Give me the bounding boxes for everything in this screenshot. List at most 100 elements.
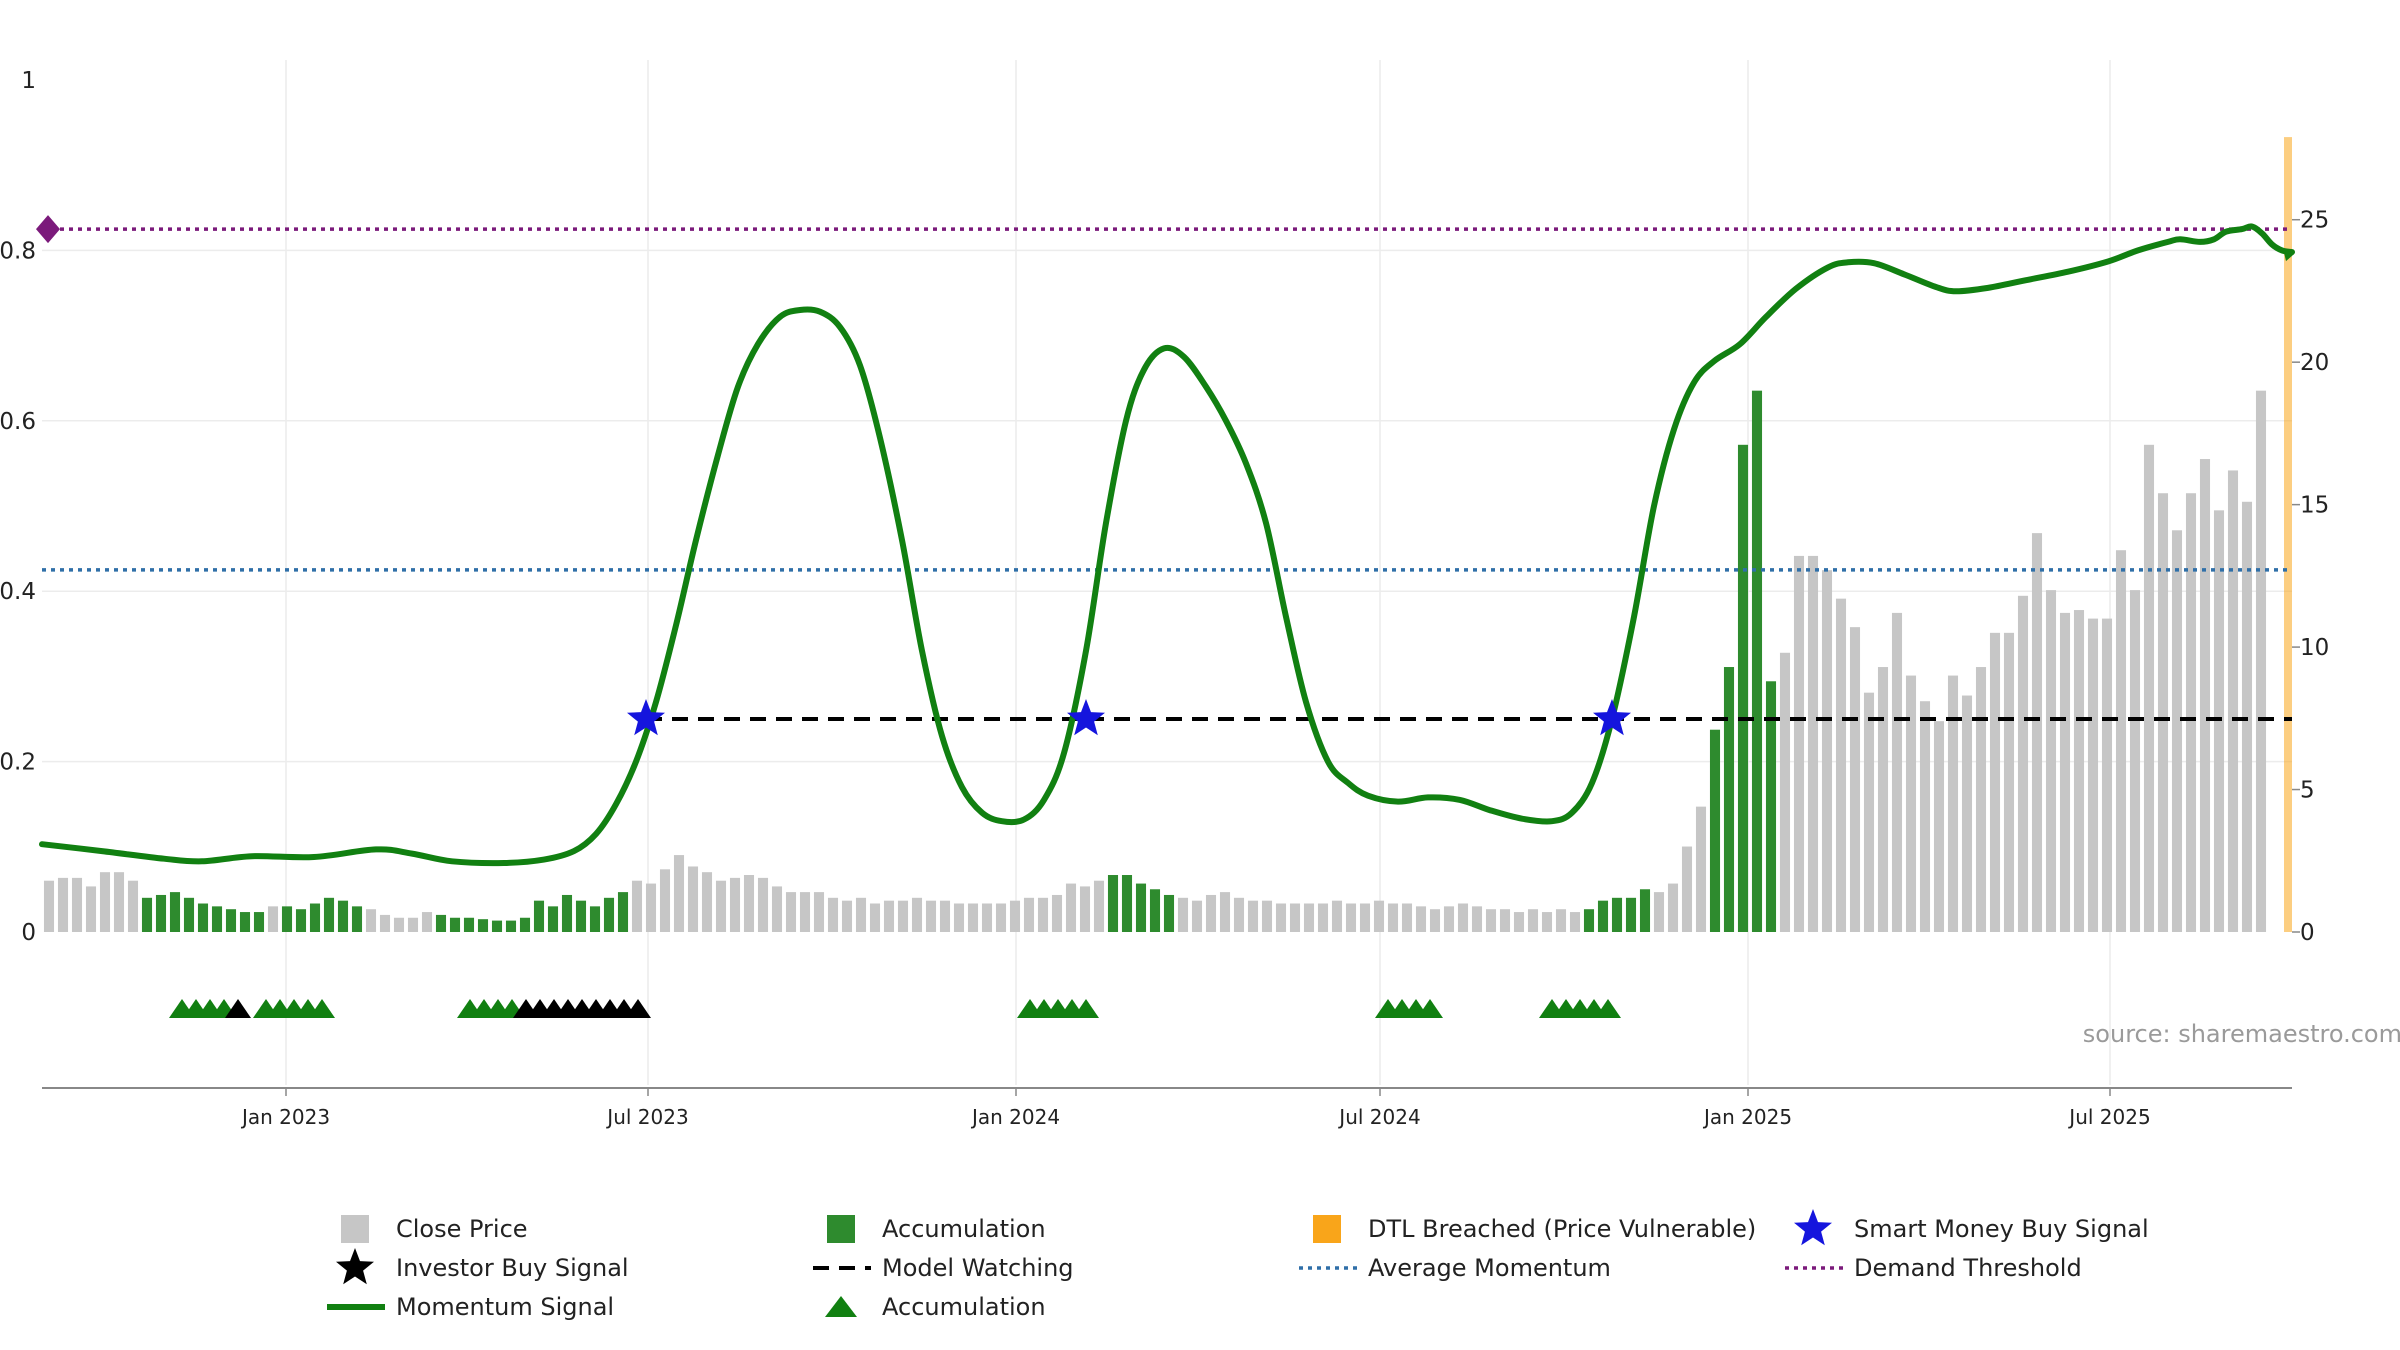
price-bar bbox=[1233, 897, 1245, 932]
accumulation-bar bbox=[575, 900, 587, 932]
price-bar bbox=[1835, 598, 1847, 932]
price-bar bbox=[1177, 897, 1189, 932]
price-bar bbox=[1989, 632, 2001, 932]
price-bar bbox=[1009, 900, 1021, 932]
legend-item-model-watching: Model Watching bbox=[813, 1254, 1074, 1282]
price-bar bbox=[2031, 533, 2043, 932]
price-bar bbox=[1555, 909, 1567, 932]
price-bar bbox=[1541, 912, 1553, 932]
legend-triangle-icon bbox=[825, 1296, 857, 1317]
accumulation-bar bbox=[141, 897, 153, 932]
accumulation-bar bbox=[239, 912, 251, 932]
legend-item-demand-threshold: Demand Threshold bbox=[1785, 1254, 2082, 1282]
triangles-layer bbox=[169, 999, 1621, 1018]
y-left-tick-label: 0.6 bbox=[0, 409, 36, 435]
legend-label: Model Watching bbox=[882, 1254, 1074, 1282]
accumulation-bar bbox=[211, 906, 223, 932]
price-bar bbox=[743, 875, 755, 932]
legend-star-icon bbox=[1794, 1209, 1832, 1246]
dtl-breached-band bbox=[2284, 137, 2292, 933]
price-bar bbox=[1037, 897, 1049, 932]
price-bar bbox=[2115, 550, 2127, 932]
price-bar bbox=[2059, 612, 2071, 932]
accumulation-bar bbox=[1751, 390, 1763, 933]
price-bar bbox=[1401, 903, 1413, 932]
price-bar bbox=[1457, 903, 1469, 932]
accumulation-bar bbox=[1765, 681, 1777, 932]
accumulation-bar bbox=[323, 897, 335, 932]
price-bar bbox=[1891, 612, 1903, 932]
accumulation-bar bbox=[519, 917, 531, 932]
price-bar bbox=[2171, 530, 2183, 932]
y-right-tick-label: 10 bbox=[2300, 635, 2329, 661]
price-bar bbox=[701, 872, 713, 932]
price-bar bbox=[729, 877, 741, 932]
investor-buy-triangle bbox=[225, 999, 251, 1018]
price-bar bbox=[1387, 903, 1399, 932]
dtl-band-layer bbox=[2284, 137, 2292, 933]
price-bar bbox=[2017, 595, 2029, 932]
price-bar bbox=[2199, 459, 2211, 932]
price-bar bbox=[687, 866, 699, 932]
accumulation-bar bbox=[477, 919, 489, 932]
legend-item-smart-money: Smart Money Buy Signal bbox=[1794, 1209, 2149, 1246]
accumulation-bar bbox=[589, 906, 601, 932]
price-bar bbox=[1919, 701, 1931, 932]
price-bar bbox=[1247, 900, 1259, 932]
price-bar bbox=[1219, 892, 1231, 932]
price-bar bbox=[1331, 900, 1343, 932]
price-bar bbox=[1667, 883, 1679, 932]
accumulation-bar bbox=[309, 903, 321, 932]
momentum-signal-line bbox=[39, 223, 2295, 867]
legend-label: Accumulation bbox=[882, 1293, 1046, 1321]
price-bar bbox=[1947, 675, 1959, 932]
accumulation-bar bbox=[617, 892, 629, 932]
price-bars-layer bbox=[43, 390, 2267, 933]
accumulation-triangle bbox=[309, 999, 335, 1018]
reference-lines-layer bbox=[36, 215, 2292, 721]
accumulation-bar bbox=[1639, 889, 1651, 932]
accumulation-bar bbox=[463, 917, 475, 932]
accumulation-triangle bbox=[1073, 999, 1099, 1018]
accumulation-triangle bbox=[1417, 999, 1443, 1018]
accumulation-bar bbox=[169, 892, 181, 932]
price-bar bbox=[827, 897, 839, 932]
price-bar bbox=[1863, 692, 1875, 932]
accumulation-bar bbox=[1149, 889, 1161, 932]
legend-label: Demand Threshold bbox=[1854, 1254, 2082, 1282]
price-bar bbox=[2101, 618, 2113, 932]
price-bar bbox=[1023, 897, 1035, 932]
price-bar bbox=[799, 892, 811, 932]
accumulation-bar bbox=[155, 894, 167, 932]
price-bar bbox=[1261, 900, 1273, 932]
price-bar bbox=[1569, 912, 1581, 932]
accumulation-bar bbox=[1723, 667, 1735, 932]
x-tick-label: Jan 2023 bbox=[240, 1105, 330, 1129]
price-bar bbox=[1065, 883, 1077, 932]
legend: Close Price Accumulation DTL Breached (Pri… bbox=[327, 1209, 2149, 1321]
price-bar bbox=[2185, 493, 2197, 932]
price-bar bbox=[99, 872, 111, 932]
price-bar bbox=[2045, 590, 2057, 932]
price-bar bbox=[85, 886, 97, 932]
price-bar bbox=[1289, 903, 1301, 932]
price-bar bbox=[771, 886, 783, 932]
y-left-tick-label: 0.4 bbox=[0, 579, 36, 605]
price-bar bbox=[925, 900, 937, 932]
y-right-tick-label: 0 bbox=[2300, 920, 2315, 946]
smart-money-star bbox=[1593, 699, 1631, 736]
accumulation-bar bbox=[1611, 897, 1623, 932]
price-bar bbox=[2157, 493, 2169, 932]
legend-label: Smart Money Buy Signal bbox=[1854, 1215, 2149, 1243]
momentum-end-marker bbox=[2283, 248, 2294, 262]
accumulation-bar bbox=[351, 906, 363, 932]
price-bar bbox=[1975, 667, 1987, 932]
price-bar bbox=[365, 909, 377, 932]
price-bar bbox=[673, 855, 685, 932]
price-bar bbox=[1485, 909, 1497, 932]
accumulation-bar bbox=[281, 906, 293, 932]
legend-label: Average Momentum bbox=[1368, 1254, 1611, 1282]
